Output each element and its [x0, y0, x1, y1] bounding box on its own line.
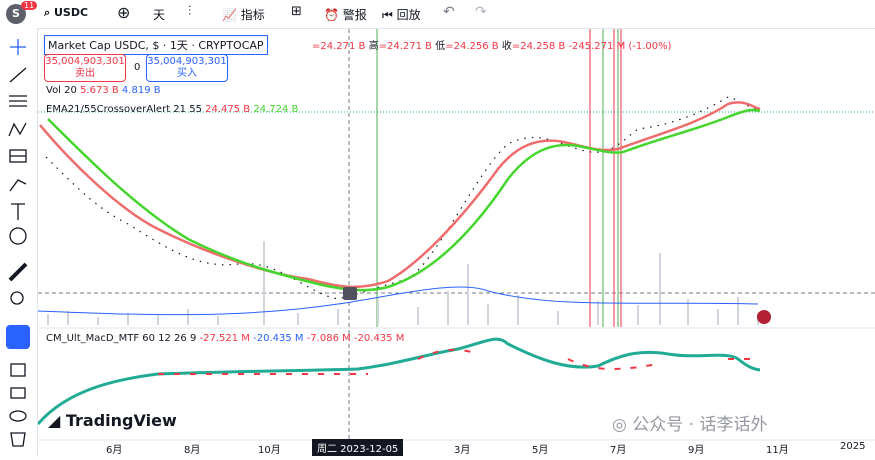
ruler-tool[interactable] [8, 262, 28, 282]
magnet-tool[interactable] [6, 325, 30, 349]
sell-label: 卖出 [75, 68, 95, 79]
ema-v2: 24.724 B [253, 104, 299, 115]
open: =24.271 B [312, 41, 366, 52]
forecast-tool[interactable] [9, 149, 27, 163]
high: =24.271 B [378, 41, 433, 52]
interval[interactable]: 天 [153, 8, 166, 22]
lock-tool[interactable] [10, 363, 26, 377]
alert[interactable]: ⏰ 警报 [324, 8, 367, 22]
tool-icons [6, 39, 30, 447]
buy-price: 35,004,903,301 [147, 56, 227, 67]
x-label: 11月 [766, 445, 789, 456]
crosshair-time: 周二 2023-12-05 [312, 439, 404, 456]
logo: ◢ TradingView [48, 411, 177, 430]
ema-name: EMA21/55CrossoverAlert 21 55 [46, 104, 202, 115]
low: =24.256 B [445, 41, 499, 52]
add-symbol[interactable]: ⊕ [117, 3, 131, 22]
pattern-tool[interactable] [8, 122, 27, 137]
close: =24.258 B [511, 41, 566, 52]
close-label: 收 [501, 41, 512, 52]
ohlc: =24.271 B 高=24.271 B 低=24.256 B 收=24.258… [312, 37, 672, 52]
symbol: USDC [54, 6, 89, 19]
high-label: 高 [368, 41, 379, 52]
crosshair-add[interactable] [343, 287, 357, 300]
hide-tool[interactable] [9, 410, 27, 422]
x-label: 7月 [610, 445, 627, 456]
text-tool[interactable] [11, 203, 25, 220]
ema-slow [47, 108, 761, 292]
vol-legend: Vol 20 5.673 B 4.819 B [46, 85, 161, 96]
watermark: ◎ 公众号 · 话李话外 [612, 415, 768, 435]
x-label: 9月 [688, 445, 705, 456]
sell-button[interactable]: 35,004,903,301 卖出 [44, 54, 126, 82]
vol-name: Vol 20 [46, 85, 77, 96]
zoom-tool[interactable] [10, 291, 24, 305]
symbol-search[interactable]: ⌕ USDC [44, 6, 89, 19]
trend-line-tool[interactable] [9, 67, 27, 83]
watermark-text: 公众号 · 话李话外 [632, 415, 768, 435]
crosshair-tool[interactable] [10, 39, 26, 55]
badge: 11 [21, 1, 38, 10]
x-label: 8月 [184, 445, 201, 456]
chart-canvas [38, 29, 875, 441]
lock-all-tool[interactable] [10, 387, 26, 399]
volume-bars [47, 241, 759, 325]
vol-v2: 4.819 B [121, 85, 161, 96]
replay-label: 回放 [396, 8, 421, 22]
x-label: 5月 [532, 445, 549, 456]
x-label: 3月 [454, 445, 471, 456]
x-label: 6月 [106, 445, 123, 456]
x-label: 10月 [258, 445, 281, 456]
avatar[interactable]: S [6, 4, 26, 24]
signal-lines [376, 29, 622, 327]
macd-v3: -20.435 M [353, 333, 405, 344]
sell-price: 35,004,903,301 [45, 56, 125, 67]
macd-v1: -20.435 M [253, 333, 304, 344]
volume-ma [38, 286, 759, 316]
chart-type[interactable]: ⫶ [188, 4, 192, 19]
emoji-tool[interactable] [9, 227, 27, 245]
spread: 0 [134, 62, 141, 73]
legend-title[interactable]: Market Cap USDC, $ · 1天 · CRYPTOCAP [44, 35, 268, 55]
price-dots [45, 96, 759, 300]
layouts[interactable]: ⊞ [291, 4, 302, 19]
delete-tool[interactable] [10, 432, 26, 447]
macd-v0: -27.521 M [199, 333, 250, 344]
undo[interactable]: ↶ [443, 4, 455, 20]
change: -245.271 M (-1.00%) [568, 41, 672, 52]
buy-button[interactable]: 35,004,903,301 买入 [146, 54, 228, 82]
drawing-toolbar [0, 28, 38, 457]
buy-label: 买入 [177, 68, 197, 79]
macd-name: CM_Ult_MacD_MTF 60 12 26 9 [46, 333, 197, 344]
vol-v1: 5.673 B [80, 85, 119, 96]
brush-tool[interactable] [9, 179, 27, 192]
logo-text: TradingView [65, 411, 177, 430]
redo[interactable]: ↷ [475, 4, 487, 20]
ema-v1: 24.475 B [205, 104, 251, 115]
macd-v2: -7.086 M [306, 333, 351, 344]
flag-icon[interactable] [757, 310, 771, 324]
indicators-label: 指标 [240, 8, 265, 22]
macd-legend: CM_Ult_MacD_MTF 60 12 26 9 -27.521 M -20… [46, 333, 404, 344]
alert-label: 警报 [342, 8, 367, 22]
x-label: 2025 [840, 441, 866, 452]
fib-tool[interactable] [9, 95, 27, 107]
replay[interactable]: ⏮ 回放 [382, 8, 421, 22]
top-toolbar: S 11 ⌕ USDC ⊕ 天 ⫶ 📈 指标 ⊞ ⏰ 警报 ⏮ 回放 ↶ ↷ [0, 0, 875, 29]
indicators[interactable]: 📈 指标 [222, 8, 265, 22]
low-label: 低 [435, 41, 446, 52]
ema-legend: EMA21/55CrossoverAlert 21 55 24.475 B 24… [46, 104, 298, 115]
ema-fast [39, 101, 761, 289]
